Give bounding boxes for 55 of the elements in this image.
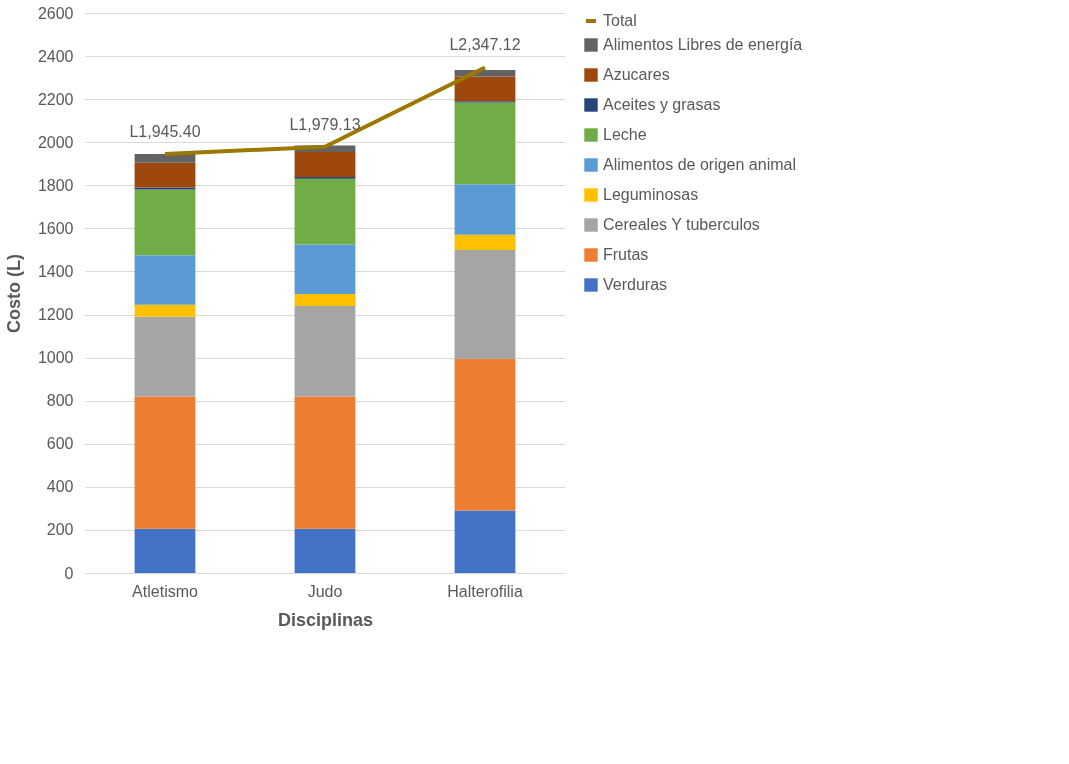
y-tick-label: 2400 <box>37 47 74 65</box>
legend-label: Frutas <box>603 246 649 263</box>
bar <box>134 304 196 317</box>
bar <box>454 249 516 359</box>
x-tick-label: Halterofilia <box>447 582 523 600</box>
y-tick-label: 200 <box>46 521 74 539</box>
legend-label: Alimentos Libres de energía <box>603 36 803 53</box>
y-tick-label: 1800 <box>37 176 74 194</box>
bar <box>294 151 356 178</box>
y-tick-label: 0 <box>64 564 74 582</box>
y-axis-title: Costo (L) <box>3 254 24 333</box>
bar <box>294 305 356 397</box>
bar <box>134 396 196 529</box>
bar <box>134 187 196 190</box>
y-tick-label: 2000 <box>37 133 74 151</box>
y-tick-label: 800 <box>46 392 74 410</box>
legend-label: Azucares <box>603 66 670 83</box>
y-tick-label: 600 <box>46 435 74 453</box>
legend-label: Total <box>603 12 637 29</box>
legend-label: Verduras <box>603 276 668 293</box>
x-tick-label: Judo <box>307 582 343 600</box>
bar <box>294 244 356 295</box>
bar <box>454 76 516 102</box>
bar <box>454 358 516 511</box>
legend-label: Leguminosas <box>603 186 699 203</box>
legend-label: Leche <box>603 126 647 143</box>
y-tick-label: 400 <box>46 478 74 496</box>
data-label: L1,945.40 <box>129 122 201 140</box>
y-tick-label: 1200 <box>37 306 74 324</box>
bar <box>134 255 196 305</box>
bar <box>134 528 196 573</box>
bar <box>454 102 516 185</box>
bar <box>454 234 516 250</box>
legend-label: Aceites y grasas <box>603 96 721 113</box>
y-tick-label: 1400 <box>37 262 74 280</box>
bar <box>134 316 196 397</box>
bar <box>294 396 356 529</box>
y-tick-label: 1600 <box>37 219 74 237</box>
y-tick-label: 1000 <box>37 349 74 367</box>
y-tick-label: 2200 <box>37 90 74 108</box>
bar <box>134 189 196 256</box>
x-axis-title: Disciplinas <box>277 609 374 630</box>
data-label: L2,347.12 <box>449 36 521 54</box>
bar <box>134 162 196 188</box>
y-tick-label: 2600 <box>37 4 74 22</box>
bar <box>294 528 356 573</box>
data-label: L1,979.13 <box>289 115 361 133</box>
x-tick-label: Atletismo <box>132 582 198 600</box>
legend-label: Cereales Y tuberculos <box>603 216 760 233</box>
bar <box>454 184 516 235</box>
legend-label: Alimentos de origen animal <box>603 156 796 173</box>
bar <box>134 154 196 163</box>
bar <box>294 294 356 306</box>
bar <box>454 510 516 573</box>
bar <box>294 178 356 245</box>
